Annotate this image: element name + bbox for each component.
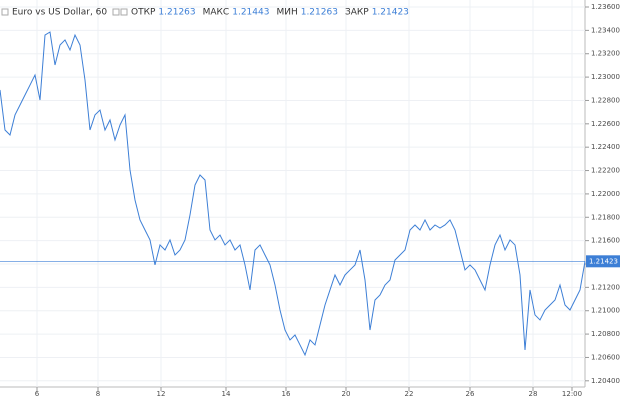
y-tick-label: 1.20600 [591,353,620,361]
stat-value: 1.21263 [158,8,195,18]
y-tick-label: 1.21200 [591,283,620,291]
header-icon [120,8,128,16]
x-tick-label: 12:00 [562,390,582,398]
price-line [0,31,586,357]
stat-name: ОТКР [131,8,156,18]
stat-value: 1.21263 [301,8,338,18]
last-price-box [586,255,620,268]
x-tick-label: 14 [222,390,231,398]
stat-value: 1.21443 [232,8,269,18]
y-tick-label: 1.20800 [591,330,620,338]
x-tick-label: 6 [35,390,40,398]
y-tick-label: 1.22200 [591,167,620,175]
y-tick-label: 1.23200 [591,50,620,58]
y-tick-label: 1.22800 [591,96,620,104]
x-tick-label: 16 [282,390,291,398]
stat-name: МАКС [203,8,230,18]
stat-value: 1.21423 [372,8,409,18]
x-tick-label: 12 [157,390,166,398]
y-tick-label: 1.21800 [591,213,620,221]
y-tick-label: 1.22400 [591,143,620,151]
stat-name: ЗАКР [345,8,369,18]
x-tick-label: 22 [405,390,414,398]
header-icon [112,8,120,16]
x-tick-label: 20 [342,390,351,398]
y-tick-label: 1.22000 [591,190,620,198]
last-price-label: 1.21423 [589,257,618,265]
header-icon [1,8,9,16]
y-tick-label: 1.20400 [591,377,620,385]
chart-title: Euro vs US Dollar, 60 [12,8,107,18]
y-tick-label: 1.21600 [591,237,620,245]
y-tick-label: 1.23400 [591,26,620,34]
y-tick-label: 1.23000 [591,73,620,81]
y-tick-label: 1.23600 [591,3,620,11]
y-tick-label: 1.22600 [591,120,620,128]
x-tick-label: 26 [466,390,475,398]
stat-name: МИН [276,8,297,18]
x-tick-label: 8 [96,390,100,398]
y-tick-label: 1.21000 [591,307,620,315]
x-tick-label: 28 [529,390,538,398]
